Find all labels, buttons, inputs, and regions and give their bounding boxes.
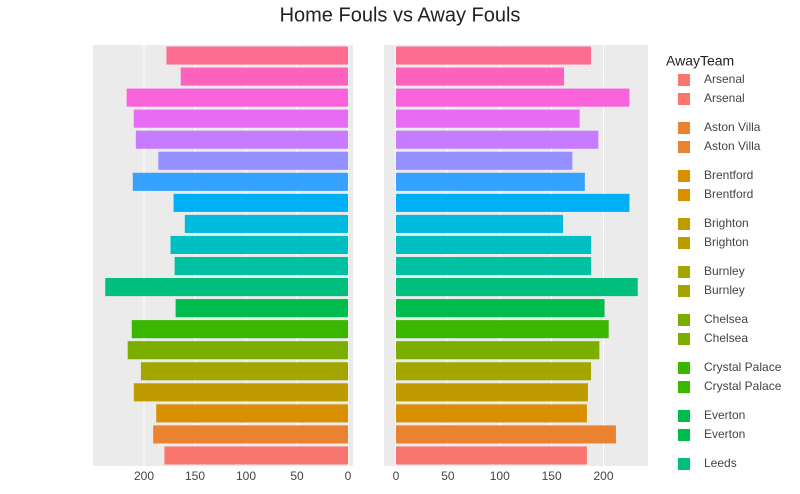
bar (156, 404, 348, 423)
bar (158, 151, 348, 170)
x-tick-label: 100 (490, 469, 510, 483)
legend-swatch (678, 362, 690, 374)
bar (166, 46, 348, 65)
bar (175, 299, 348, 318)
x-tick-label: 150 (185, 469, 205, 483)
panel-home (93, 45, 353, 466)
legend-swatch (678, 141, 690, 153)
bar (174, 256, 348, 276)
legend-swatch (678, 170, 690, 182)
legend-label: Arsenal (704, 91, 745, 105)
legend-label: Leeds (704, 475, 737, 489)
legend-label: Burnley (704, 264, 745, 278)
legend-swatch (678, 266, 690, 278)
legend-label: Aston Villa (704, 139, 761, 153)
legend-swatch (678, 122, 690, 134)
bar (396, 446, 587, 465)
bar (396, 256, 592, 276)
x-tick-label: 150 (542, 469, 562, 483)
x-tick-label: 100 (236, 469, 256, 483)
bar (135, 130, 348, 149)
legend-label: Crystal Palace (704, 379, 782, 393)
bar (133, 109, 348, 128)
bar (396, 278, 638, 297)
bar (396, 299, 605, 318)
legend-label: Arsenal (704, 72, 745, 86)
bar (173, 193, 348, 212)
bar (396, 193, 630, 212)
legend-title: AwayTeam (666, 53, 734, 69)
bar (396, 67, 565, 86)
legend-label: Brentford (704, 168, 753, 182)
bar (396, 214, 564, 233)
bar (396, 46, 592, 65)
panel-away (384, 45, 648, 466)
legend-label: Everton (704, 427, 745, 441)
bar (396, 383, 588, 402)
legend-label: Everton (704, 408, 745, 422)
x-tick-label: 200 (134, 469, 154, 483)
bar (396, 425, 616, 444)
legend-label: Brentford (704, 187, 753, 201)
bar (133, 383, 348, 402)
bar (396, 172, 585, 191)
legend-swatch (678, 189, 690, 201)
bar (126, 88, 348, 107)
legend-label: Brighton (704, 216, 749, 230)
legend-label: Leeds (704, 456, 737, 470)
legend-label: Crystal Palace (704, 360, 782, 374)
bar (132, 172, 348, 191)
bar (140, 362, 348, 381)
legend-swatch (678, 237, 690, 249)
legend-label: Brighton (704, 235, 749, 249)
legend: Arsenal Arsenal Aston Villa Aston Villa Bren… (678, 72, 782, 489)
legend-swatch (678, 410, 690, 422)
chart-title: Home Fouls vs Away Fouls (280, 4, 521, 26)
bar (396, 130, 599, 149)
legend-swatch (678, 93, 690, 105)
x-tick-label: 50 (441, 469, 455, 483)
bar (131, 320, 348, 339)
x-tick-label: 0 (345, 469, 352, 483)
bar (396, 109, 580, 128)
bar (170, 235, 348, 255)
bar (396, 404, 587, 423)
legend-label: Burnley (704, 283, 745, 297)
legend-swatch (678, 333, 690, 345)
bar (105, 278, 349, 297)
bar (164, 446, 348, 465)
legend-label: Chelsea (704, 331, 748, 345)
legend-swatch (678, 314, 690, 326)
legend-swatch (678, 381, 690, 393)
x-tick-label: 0 (393, 469, 400, 483)
x-tick-label: 200 (593, 469, 613, 483)
bar (153, 425, 348, 444)
bar (396, 151, 573, 170)
bar (396, 362, 592, 381)
bar (180, 67, 348, 86)
bar (396, 235, 592, 255)
legend-swatch (678, 429, 690, 441)
legend-label: Aston Villa (704, 120, 761, 134)
bar (396, 341, 600, 360)
legend-swatch (678, 74, 690, 86)
bar (396, 320, 609, 339)
legend-label: Chelsea (704, 312, 748, 326)
bar (396, 88, 630, 107)
legend-swatch (678, 477, 690, 489)
legend-swatch (678, 218, 690, 230)
bar (184, 214, 348, 233)
x-tick-label: 50 (290, 469, 304, 483)
legend-swatch (678, 458, 690, 470)
legend-swatch (678, 285, 690, 297)
bar (127, 341, 349, 360)
